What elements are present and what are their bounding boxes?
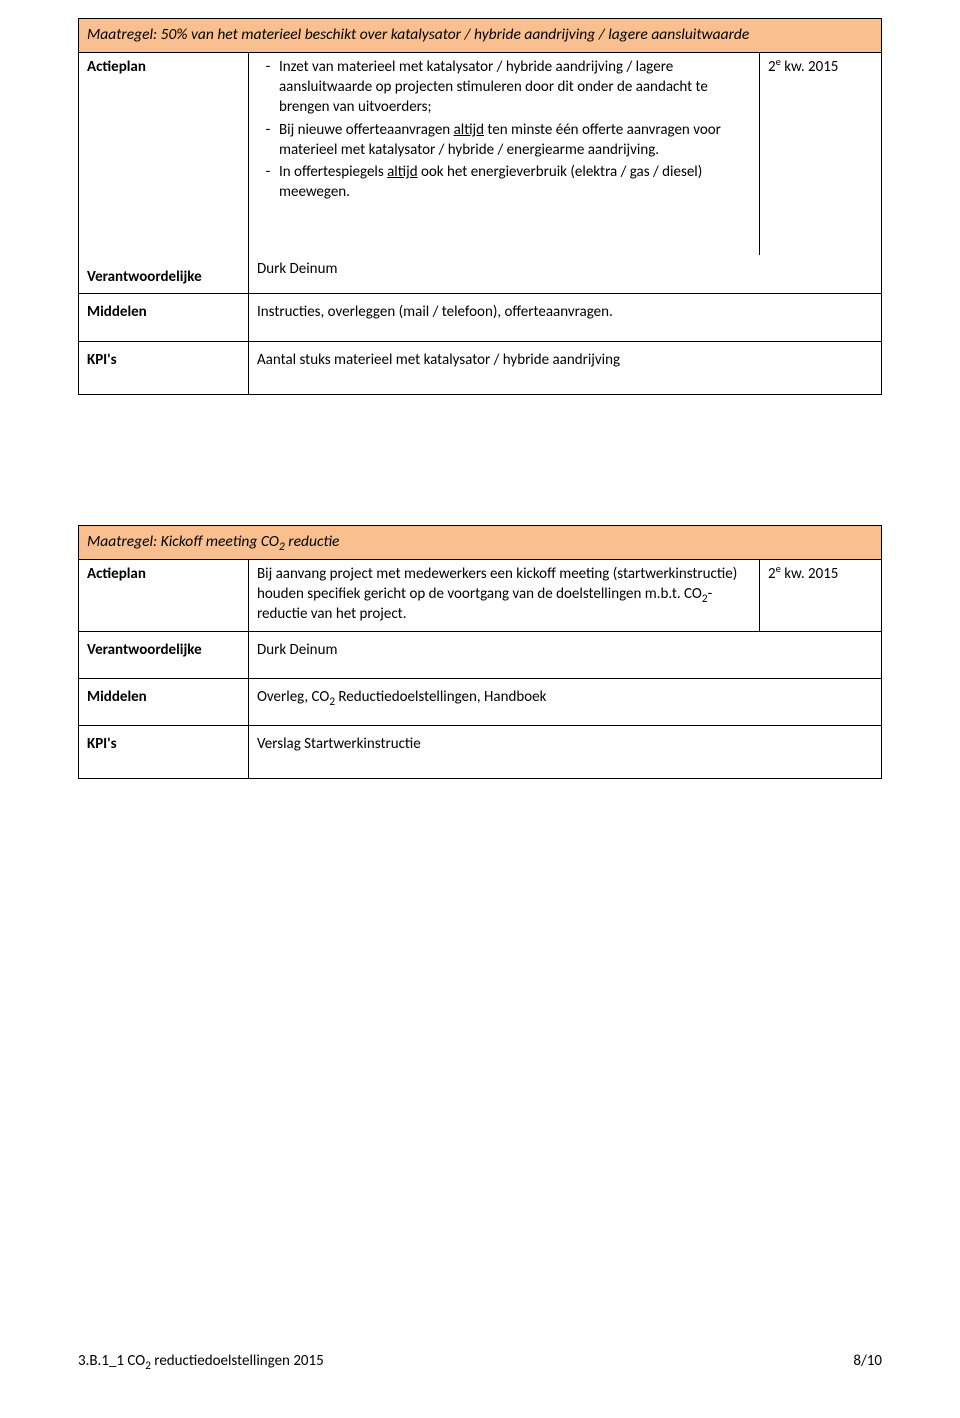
label-verantwoordelijke-2: Verantwoordelijke: [79, 631, 249, 678]
table2-actieplan-row: Actieplan Bij aanvang project met medewe…: [79, 559, 882, 631]
table1-actieplan-label-cell: Actieplan Verantwoordelijke: [79, 52, 249, 294]
table1-header-text: Maatregel: 50% van het materieel beschik…: [87, 25, 749, 44]
t2mb: Reductiedoelstellingen, Handboek: [335, 688, 546, 706]
label-verantwoordelijke: Verantwoordelijke: [87, 267, 240, 287]
table1-header-cell: Maatregel: 50% van het materieel beschik…: [79, 19, 882, 53]
table1-verantwoordelijke-value: Durk Deinum: [257, 260, 337, 278]
page-footer: 3.B.1_1 CO2 reductiedoelstellingen 2015 …: [78, 1352, 882, 1370]
table2-middelen-row: Middelen Overleg, CO2 Reductiedoelstelli…: [79, 678, 882, 725]
t2-time-pre: 2: [768, 565, 776, 583]
table2-actieplan-cell: Bij aanvang project met medewerkers een …: [249, 559, 760, 631]
table1-actieplan-bullets: Inzet van materieel met katalysator / hy…: [257, 57, 751, 203]
label-kpis-2: KPI's: [79, 726, 249, 779]
table2-header-cell: Maatregel: Kickoff meeting CO2 reductie: [79, 525, 882, 559]
table1-time-cell: 2e kw. 2015: [760, 52, 882, 254]
footer-right: 8/10: [853, 1352, 882, 1370]
footer-left: 3.B.1_1 CO2 reductiedoelstellingen 2015: [78, 1352, 324, 1370]
table2-kpis-row: KPI's Verslag Startwerkinstructie: [79, 726, 882, 779]
table1-bullet-1: Inzet van materieel met katalysator / hy…: [277, 57, 751, 118]
table1-actieplan-row: Actieplan Verantwoordelijke Inzet van ma…: [79, 52, 882, 254]
table2-time-cell: 2e kw. 2015: [760, 559, 882, 631]
table1-middelen-cell: Instructies, overleggen (mail / telefoon…: [249, 294, 882, 341]
table1-header-row: Maatregel: 50% van het materieel beschik…: [79, 19, 882, 53]
table2-middelen-cell: Overleg, CO2 Reductiedoelstellingen, Han…: [249, 678, 882, 725]
table1-bullet-2: Bij nieuwe offerteaanvragen altijd ten m…: [277, 120, 751, 161]
maatregel-table-1: Maatregel: 50% van het materieel beschik…: [78, 18, 882, 395]
t2ha: Maatregel: Kickoff meeting CO: [87, 532, 279, 551]
t2aa: Bij aanvang project met medewerkers een …: [257, 565, 737, 603]
label-actieplan-2: Actieplan: [79, 559, 249, 631]
t1b2a: Bij nieuwe offerteaanvragen: [279, 121, 454, 139]
table2-verantwoordelijke-value: Durk Deinum: [257, 641, 337, 659]
label-kpis: KPI's: [79, 341, 249, 394]
t1b3a: In offertespiegels: [279, 163, 387, 181]
maatregel-table-2: Maatregel: Kickoff meeting CO2 reductie …: [78, 525, 882, 779]
table2-verantwoordelijke-cell: Durk Deinum: [249, 631, 882, 678]
label-middelen-2: Middelen: [79, 678, 249, 725]
table2-verantwoordelijke-row: Verantwoordelijke Durk Deinum: [79, 631, 882, 678]
t1b2u: altijd: [454, 121, 484, 139]
table1-verantwoordelijke-cell: Durk Deinum: [249, 255, 882, 294]
t1-time-pre: 2: [768, 58, 776, 76]
t1-time-suf: kw. 2015: [781, 58, 839, 76]
table1-kpis-cell: Aantal stuks materieel met katalysator /…: [249, 341, 882, 394]
label-actieplan: Actieplan: [87, 57, 240, 77]
fla: 3.B.1_1 CO: [78, 1352, 145, 1370]
table1-bullet-1-text: Inzet van materieel met katalysator / hy…: [279, 58, 708, 117]
table1-bullet-3: In offertespiegels altijd ook het energi…: [277, 162, 751, 203]
table2-kpis-value: Verslag Startwerkinstructie: [257, 735, 421, 753]
t1b3u: altijd: [387, 163, 417, 181]
flb: reductiedoelstellingen 2015: [151, 1352, 324, 1370]
label-middelen: Middelen: [79, 294, 249, 341]
t2hb: reductie: [285, 532, 340, 551]
table1-middelen-value: Instructies, overleggen (mail / telefoon…: [257, 303, 613, 321]
table1-kpis-row: KPI's Aantal stuks materieel met katalys…: [79, 341, 882, 394]
table1-actieplan-content-cell: Inzet van materieel met katalysator / hy…: [249, 52, 760, 254]
table2-kpis-cell: Verslag Startwerkinstructie: [249, 726, 882, 779]
table1-middelen-row: Middelen Instructies, overleggen (mail /…: [79, 294, 882, 341]
table2-header-row: Maatregel: Kickoff meeting CO2 reductie: [79, 525, 882, 559]
t2-time-suf: kw. 2015: [781, 565, 839, 583]
t2ma: Overleg, CO: [257, 688, 329, 706]
table1-kpis-value: Aantal stuks materieel met katalysator /…: [257, 351, 620, 369]
